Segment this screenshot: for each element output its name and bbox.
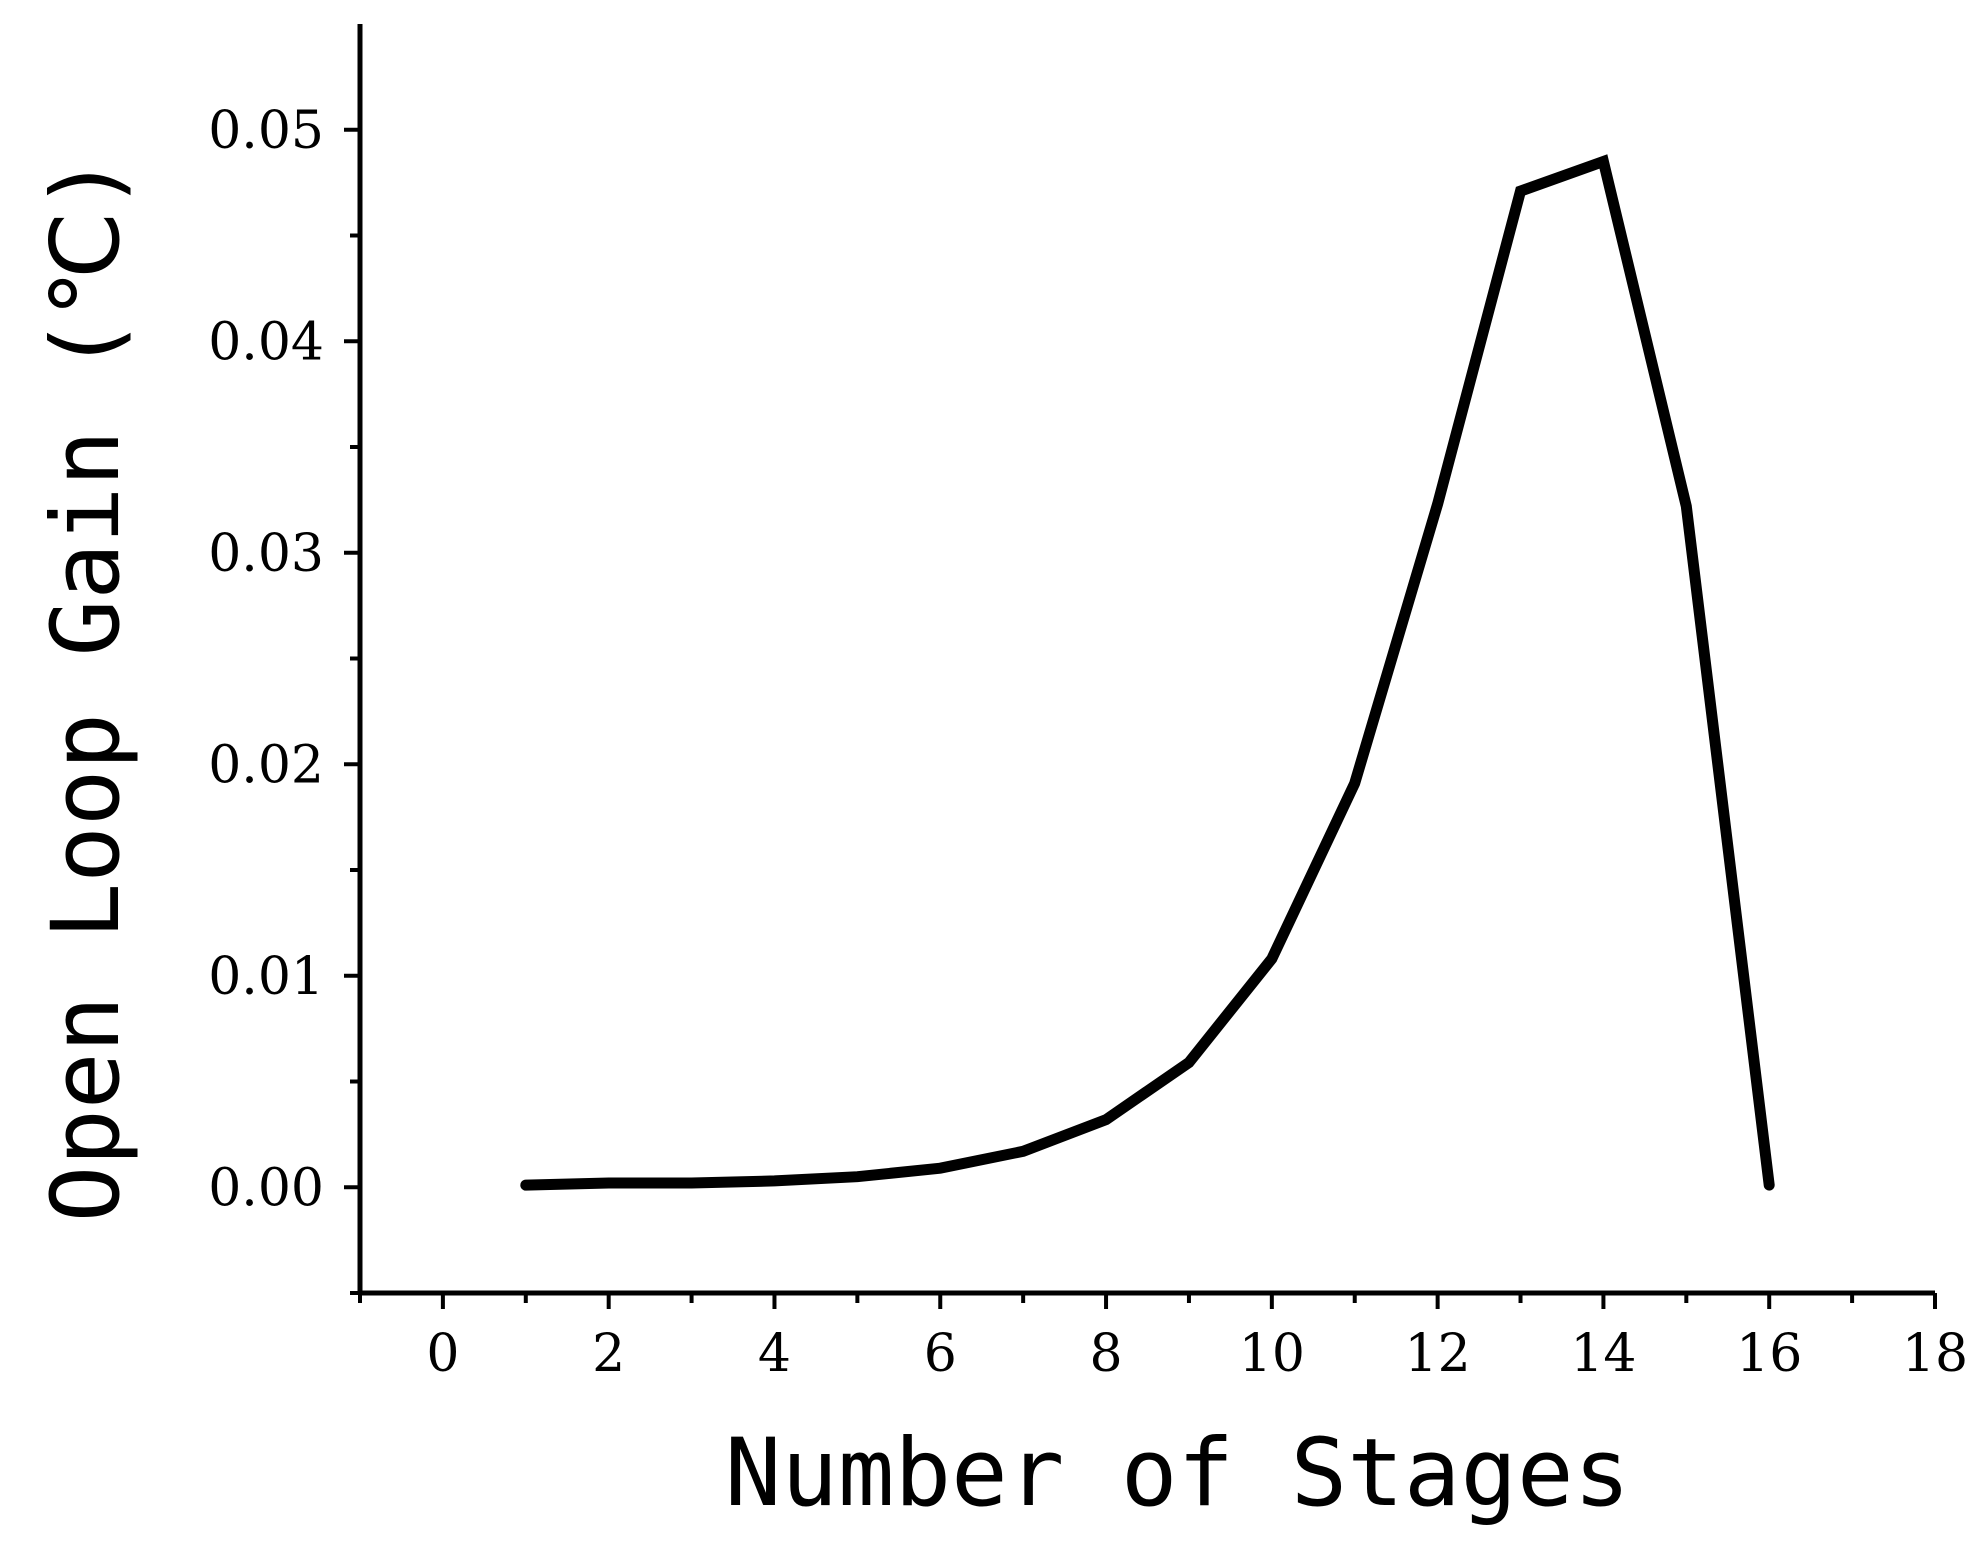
- y-tick-label: 0.01: [208, 947, 324, 1007]
- x-tick-label: 14: [1570, 1324, 1636, 1384]
- y-axis-title: Open Loop Gain (℃): [32, 155, 141, 1223]
- y-tick-label: 0.05: [208, 101, 324, 161]
- x-tick-label: 16: [1736, 1324, 1802, 1384]
- x-tick-label: 8: [1090, 1324, 1123, 1384]
- x-tick-label: 6: [924, 1324, 957, 1384]
- x-tick-label: 10: [1239, 1324, 1305, 1384]
- x-tick-label: 0: [426, 1324, 459, 1384]
- series-line: [520, 154, 1775, 1191]
- y-tick-label: 0.00: [208, 1158, 324, 1218]
- series-layer: [520, 154, 1775, 1191]
- x-axis-title: Number of Stages: [725, 1419, 1630, 1528]
- x-tick-label: 2: [592, 1324, 625, 1384]
- x-tick-label: 4: [758, 1324, 791, 1384]
- y-ticks: 0.00 0.01 0.02 0.03 0.04 0.05: [208, 101, 360, 1295]
- y-tick-label: 0.04: [208, 312, 324, 372]
- x-tick-label: 12: [1405, 1324, 1471, 1384]
- x-tick-label: 18: [1902, 1324, 1968, 1384]
- axes: 0 2 4 6 8 10 12 14 16 18 0.00 0.01 0.02 0.03 0.04 0.05: [208, 24, 1968, 1384]
- y-tick-label: 0.02: [208, 735, 324, 795]
- x-ticks: 0 2 4 6 8 10 12 14 16 18: [358, 1293, 1968, 1384]
- y-tick-label: 0.03: [208, 524, 324, 584]
